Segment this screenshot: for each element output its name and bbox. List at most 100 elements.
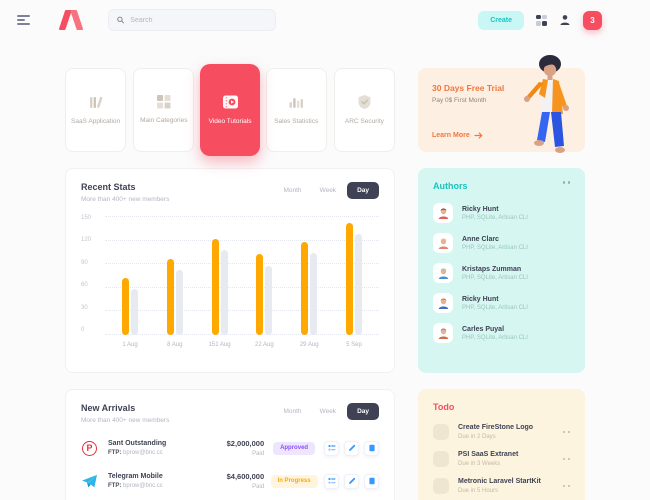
bar-group[interactable] [339, 217, 369, 335]
search-icon [117, 16, 125, 24]
bar-group[interactable] [115, 217, 145, 335]
recent-stats-subtitle: More than 400+ new members [81, 196, 170, 203]
new-arrivals-title: New Arrivals [81, 403, 136, 413]
arrival-amount: $4,600,000 [226, 472, 265, 481]
view-button[interactable] [324, 473, 339, 489]
toggle-day[interactable]: Day [347, 182, 379, 199]
todo-item: Create FireStone Logo Due in 2 Days [433, 424, 570, 440]
grid-icon [157, 95, 171, 109]
more-options-icon[interactable] [562, 484, 570, 488]
avatar [433, 293, 453, 313]
card-label: ARC Security [344, 117, 384, 125]
author-row[interactable]: Ricky Hunt PHP, SQLite, Artisan CLI [433, 203, 570, 223]
search-input[interactable] [130, 16, 267, 24]
hamburger-menu-icon[interactable] [17, 15, 30, 25]
category-cards-row: SaaS Application Main Categories Video T… [65, 64, 396, 156]
authors-panel: Authors Ricky Hunt PHP, SQLite, Artisan C… [418, 168, 585, 373]
avatar [433, 233, 453, 253]
new-arrivals-subtitle: More than 400+ new members [81, 417, 170, 424]
new-arrivals-panel: New Arrivals More than 400+ new members … [65, 389, 395, 500]
arrival-amount-note: Paid [252, 484, 265, 490]
trial-title: 30 Days Free Trial [432, 83, 505, 93]
app-logo[interactable] [58, 9, 84, 31]
view-button[interactable] [324, 440, 339, 456]
arrival-name[interactable]: Telegram Mobile [108, 473, 163, 480]
arrival-name[interactable]: Sant Outstanding [108, 440, 167, 447]
author-list: Ricky Hunt PHP, SQLite, Artisan CLI Anne … [433, 203, 570, 343]
telegram-icon [82, 474, 97, 487]
shield-check-icon [358, 94, 371, 109]
todo-checkbox[interactable] [433, 451, 449, 467]
arrivals-range-toggle: Month Week Day [276, 403, 379, 420]
avatar [433, 263, 453, 283]
toggle-week[interactable]: Week [319, 408, 337, 415]
walking-person-illustration [524, 55, 569, 153]
arrival-row: Telegram Mobile FTP: bprow@bnc.cc $4,600… [81, 472, 379, 490]
apps-grid-icon[interactable] [536, 14, 547, 26]
todo-checkbox[interactable] [433, 424, 449, 440]
video-icon [222, 95, 238, 109]
arrival-ftp: FTP: bprow@bnc.cc [108, 483, 163, 489]
todo-title: Todo [433, 402, 455, 412]
author-row[interactable]: Anne Clarc PHP, SQLite, Artisan CLI [433, 233, 570, 253]
toggle-day[interactable]: Day [347, 403, 379, 420]
card-video-tutorials[interactable]: Video Tutorials [200, 64, 260, 156]
free-trial-card[interactable]: 30 Days Free Trial Pay 0$ First Month Le… [418, 55, 585, 153]
card-label: Main Categories [140, 117, 188, 125]
arrow-right-icon [474, 132, 483, 139]
arrival-row: P Sant Outstanding FTP: bprow@bnc.cc $2,… [81, 439, 379, 457]
recent-stats-bar-chart: 150 120 90 60 30 0 [81, 215, 379, 335]
x-axis-labels: 1 Aug 8 Aug 151 Aug 22 Aug 29 Aug 5 Sep [122, 342, 362, 348]
trial-subtitle: Pay 0$ First Month [432, 97, 487, 104]
library-icon [89, 96, 102, 108]
chart-plot-area [105, 216, 379, 335]
todo-checkbox[interactable] [433, 478, 449, 494]
card-arc-security[interactable]: ARC Security [333, 68, 396, 152]
more-options-icon[interactable] [562, 457, 570, 461]
card-sales-statistics[interactable]: Sales Statistics [265, 68, 327, 152]
bar-group[interactable] [160, 217, 190, 335]
delete-button[interactable] [364, 440, 379, 456]
author-row[interactable]: Kristaps Zumman PHP, SQLite, Artisan CLI [433, 263, 570, 283]
recent-stats-panel: Recent Stats More than 400+ new members … [65, 168, 395, 373]
status-badge: Approved [273, 441, 316, 455]
learn-more-label: Learn More [432, 132, 470, 139]
card-label: Sales Statistics [274, 117, 319, 125]
toggle-month[interactable]: Month [283, 187, 302, 194]
more-options-icon[interactable] [562, 181, 570, 184]
card-label: Video Tutorials [208, 117, 252, 125]
status-badge: In Progress [270, 474, 318, 488]
search-bar[interactable] [108, 9, 276, 31]
bar-group[interactable] [249, 217, 279, 335]
recent-stats-title: Recent Stats [81, 182, 136, 192]
create-button[interactable]: Create [478, 10, 524, 30]
todo-item: Metronic Laravel StartKit Due in 5 Hours [433, 478, 570, 494]
user-icon[interactable] [559, 14, 571, 26]
toggle-month[interactable]: Month [283, 408, 302, 415]
pinterest-p-icon: P [82, 440, 97, 456]
notification-badge[interactable]: 3 [583, 10, 602, 30]
todo-list: Create FireStone Logo Due in 2 Days PSI … [433, 424, 570, 494]
top-navbar: Create 3 [0, 0, 650, 40]
card-main-categories[interactable]: Main Categories [133, 68, 195, 152]
card-label: SaaS Application [71, 117, 121, 125]
author-row[interactable]: Ricky Hunt PHP, SQLite, Artisan CLI [433, 293, 570, 313]
more-options-icon[interactable] [562, 430, 570, 434]
delete-button[interactable] [364, 473, 379, 489]
main-content: SaaS Application Main Categories Video T… [65, 55, 585, 500]
bar-chart-icon [289, 97, 304, 108]
edit-button[interactable] [344, 440, 359, 456]
card-saas-application[interactable]: SaaS Application [65, 68, 127, 152]
arrival-amount: $2,000,000 [226, 439, 265, 448]
avatar [433, 203, 453, 223]
bar-group[interactable] [294, 217, 324, 335]
todo-panel: Todo Create FireStone Logo Due in 2 Days… [418, 389, 585, 500]
edit-button[interactable] [344, 473, 359, 489]
learn-more-link[interactable]: Learn More [432, 132, 483, 139]
stats-range-toggle: Month Week Day [276, 182, 379, 199]
toggle-week[interactable]: Week [319, 187, 337, 194]
bar-group[interactable] [205, 217, 235, 335]
authors-title: Authors [433, 181, 468, 191]
author-row[interactable]: Carles Puyal PHP, SQLite, Artisan CLI [433, 323, 570, 343]
avatar [433, 323, 453, 343]
